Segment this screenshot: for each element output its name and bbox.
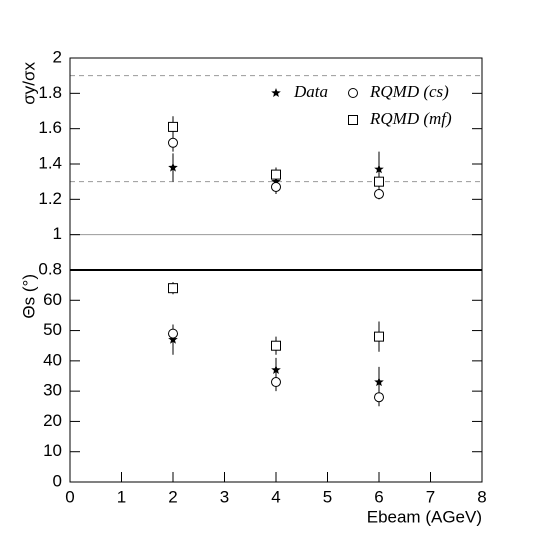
star-marker [168,162,178,172]
x-tick-label: 7 [426,487,435,506]
y-tick-label: 1 [53,224,62,243]
x-tick-label: 8 [477,487,486,506]
circle-marker [168,137,178,148]
square-marker [168,283,178,294]
x-axis-label: Ebeam (AGeV) [367,507,482,526]
square-marker [374,176,384,187]
legend-label: RQMD (cs) [369,82,449,101]
star-marker [374,377,384,387]
x-tick-label: 6 [374,487,383,506]
square-marker [271,169,281,180]
y-axis-label: σy/σx [19,62,38,105]
y-tick-label: 0.8 [38,259,62,278]
y-tick-label: 20 [43,411,62,430]
square-marker [374,331,384,342]
y-tick-label: 50 [43,320,62,339]
star-marker [374,164,384,174]
x-tick-label: 3 [220,487,229,506]
x-tick-label: 2 [168,487,177,506]
star-marker [271,364,281,374]
legend-marker [271,88,281,97]
y-tick-label: 1.4 [38,153,62,172]
y-tick-label: 40 [43,350,62,369]
y-tick-label: 1.2 [38,189,62,208]
x-tick-label: 5 [323,487,332,506]
y-tick-label: 0 [53,471,62,490]
circle-marker [168,328,178,339]
legend-marker [348,115,358,125]
y-axis-label: Θs (°) [19,274,38,319]
circle-marker [374,392,384,403]
y-tick-label: 1.6 [38,118,62,137]
circle-marker [271,377,281,388]
y-tick-label: 60 [43,290,62,309]
y-tick-label: 30 [43,381,62,400]
y-tick-label: 2 [53,47,62,66]
legend-marker [348,88,358,98]
circle-marker [374,189,384,200]
y-tick-label: 1.8 [38,83,62,102]
x-tick-label: 4 [271,487,280,506]
y-tick-label: 10 [43,441,62,460]
legend-label: RQMD (mf) [369,109,452,128]
legend-label: Data [293,82,328,101]
x-tick-label: 0 [65,487,74,506]
x-tick-label: 1 [117,487,126,506]
square-marker [168,121,178,132]
square-marker [271,340,281,351]
circle-marker [271,181,281,192]
